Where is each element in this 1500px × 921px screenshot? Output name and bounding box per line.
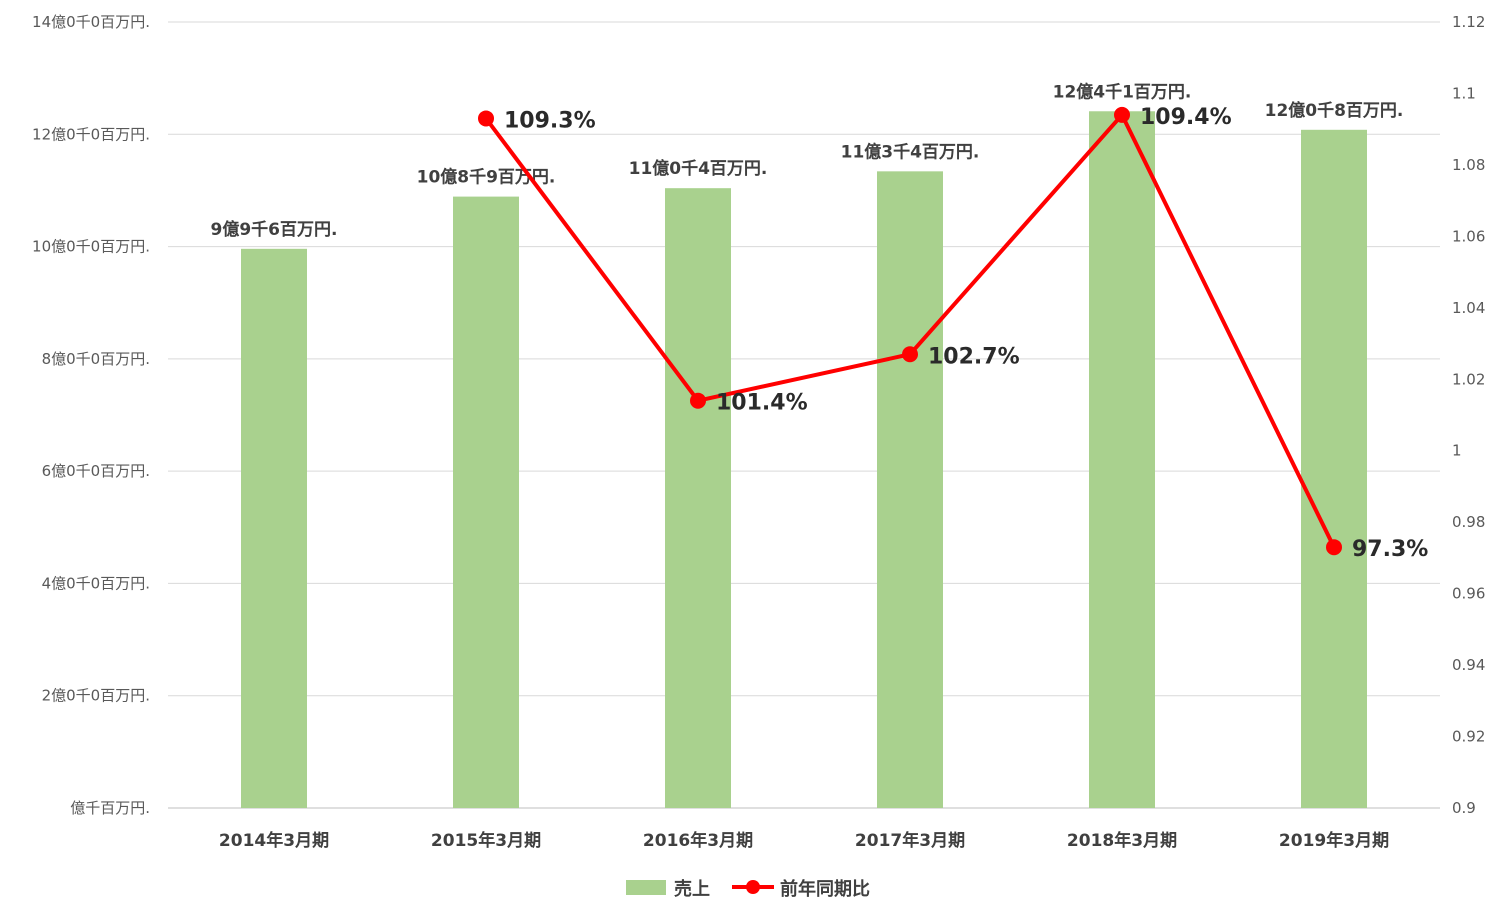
y-right-tick-label: 1.1: [1452, 84, 1476, 102]
y-axis-right: 0.9 0.92 0.94 0.96 0.98 1 1.02 1.04 1.06 1.08 1.1 1…: [1452, 13, 1485, 817]
bar-data-label: 12億4千1百万円.: [1053, 81, 1192, 102]
y-left-tick-label: 億千百万円.: [70, 799, 150, 817]
bar: [1089, 111, 1155, 808]
legend-label-yoy: 前年同期比: [780, 878, 870, 900]
x-tick-label: 2017年3月期: [855, 830, 965, 851]
bar-data-label: 10億8千9百万円.: [417, 167, 556, 188]
legend: 売上 前年同期比: [626, 878, 870, 900]
bar-data-label: 11億3千4百万円.: [841, 141, 980, 162]
y-left-tick-label: 14億0千0百万円.: [32, 13, 150, 31]
line-marker: [1326, 539, 1342, 556]
bar-data-label: 12億0千8百万円.: [1265, 100, 1404, 121]
y-right-tick-label: 0.9: [1452, 799, 1476, 817]
y-right-tick-label: 0.92: [1452, 728, 1485, 746]
x-tick-label: 2016年3月期: [643, 830, 753, 851]
y-right-tick-label: 1.12: [1452, 13, 1485, 31]
gridlines: [168, 21, 1440, 809]
line-marker: [1114, 106, 1130, 123]
bar-data-label: 9億9千6百万円.: [211, 219, 338, 240]
y-right-tick-label: 1.08: [1452, 156, 1485, 174]
y-left-tick-label: 12億0千0百万円.: [32, 125, 150, 143]
line-marker: [690, 392, 706, 409]
bar-series-sales: [241, 111, 1367, 809]
x-tick-label: 2019年3月期: [1279, 830, 1389, 851]
y-left-tick-label: 2億0千0百万円.: [42, 687, 150, 705]
y-right-tick-label: 0.96: [1452, 585, 1485, 603]
bar: [877, 171, 943, 809]
line-data-label: 97.3%: [1352, 537, 1428, 562]
line-data-label: 101.4%: [716, 391, 808, 416]
y-left-tick-label: 10億0千0百万円.: [32, 238, 150, 256]
bar: [1301, 129, 1367, 808]
y-left-tick-label: 4億0千0百万円.: [42, 574, 150, 592]
line-data-label: 109.4%: [1140, 105, 1232, 130]
x-axis: 2014年3月期 2015年3月期 2016年3月期 2017年3月期 2018年3月期…: [219, 830, 1389, 851]
y-left-tick-label: 6億0千0百万円.: [42, 462, 150, 480]
bar: [665, 188, 731, 808]
y-right-tick-label: 0.94: [1452, 656, 1485, 674]
line-marker: [478, 110, 494, 127]
y-right-tick-label: 1.04: [1452, 299, 1485, 317]
legend-swatch-yoy-marker: [746, 880, 760, 894]
y-right-tick-label: 1.02: [1452, 370, 1485, 388]
y-right-tick-label: 0.98: [1452, 513, 1485, 531]
line-marker: [902, 346, 918, 363]
y-right-tick-label: 1.06: [1452, 227, 1485, 245]
line-series-yoy: [478, 106, 1342, 556]
bar: [453, 196, 519, 809]
y-axis-left: 億千百万円. 2億0千0百万円. 4億0千0百万円. 6億0千0百万円. 8億0千0百万…: [32, 13, 150, 817]
line-data-label: 109.3%: [504, 108, 596, 133]
bar: [241, 248, 307, 808]
bar-data-labels: 9億9千6百万円. 10億8千9百万円. 11億0千4百万円. 11億3千4百万円. 1…: [211, 81, 1404, 240]
x-tick-label: 2014年3月期: [219, 830, 329, 851]
legend-swatch-sales: [626, 880, 666, 895]
line-data-labels: 109.3% 101.4% 102.7% 109.4% 97.3%: [504, 105, 1428, 562]
bar-data-label: 11億0千4百万円.: [629, 158, 768, 179]
y-left-tick-label: 8億0千0百万円.: [42, 350, 150, 368]
x-tick-label: 2018年3月期: [1067, 830, 1177, 851]
x-tick-label: 2015年3月期: [431, 830, 541, 851]
y-right-tick-label: 1: [1452, 442, 1462, 460]
legend-label-sales: 売上: [674, 878, 710, 900]
line-data-label: 102.7%: [928, 344, 1020, 369]
